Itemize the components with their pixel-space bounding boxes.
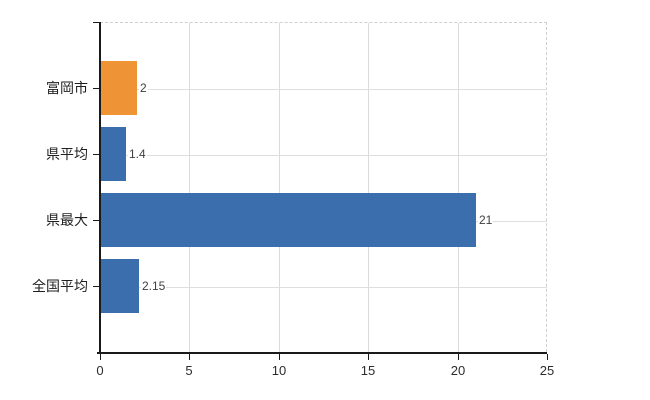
h-gridline <box>100 287 547 288</box>
v-gridline <box>189 23 190 353</box>
bar-value-label: 2 <box>139 81 148 95</box>
x-tick-mark <box>547 354 548 360</box>
y-category-label: 県最大 <box>46 212 88 228</box>
bar-value-label: 1.4 <box>128 147 147 161</box>
x-tick-label: 5 <box>185 363 193 378</box>
bar-value-label: 21 <box>478 213 494 227</box>
y-category-label: 全国平均 <box>32 278 88 294</box>
y-tick-mark <box>93 220 100 221</box>
y-tick-mark <box>93 154 100 155</box>
x-tick-label: 0 <box>96 363 104 378</box>
y-category-label: 富岡市 <box>46 80 88 96</box>
category-bar <box>101 193 476 247</box>
v-gridline <box>279 23 280 353</box>
category-bar <box>101 61 137 115</box>
v-gridline <box>458 23 459 353</box>
y-tick-mark <box>93 286 100 287</box>
bar-value-label: 2.15 <box>141 279 167 293</box>
x-tick-mark <box>458 354 459 360</box>
y-axis-line <box>99 22 101 353</box>
x-axis-line <box>97 352 547 354</box>
x-tick-label: 15 <box>360 363 376 378</box>
x-tick-mark <box>368 354 369 360</box>
x-tick-label: 10 <box>271 363 287 378</box>
h-gridline <box>100 89 547 90</box>
category-bar <box>101 259 139 313</box>
x-tick-mark <box>100 354 101 360</box>
x-tick-label: 20 <box>450 363 466 378</box>
y-tick-mark <box>93 88 100 89</box>
x-tick-mark <box>279 354 280 360</box>
h-gridline <box>100 155 547 156</box>
x-tick-label: 25 <box>539 363 555 378</box>
y-axis-top-tick <box>93 22 100 23</box>
plot-area <box>100 22 547 353</box>
category-bar <box>101 127 126 181</box>
y-category-label: 県平均 <box>46 146 88 162</box>
v-gridline <box>368 23 369 353</box>
x-tick-mark <box>189 354 190 360</box>
